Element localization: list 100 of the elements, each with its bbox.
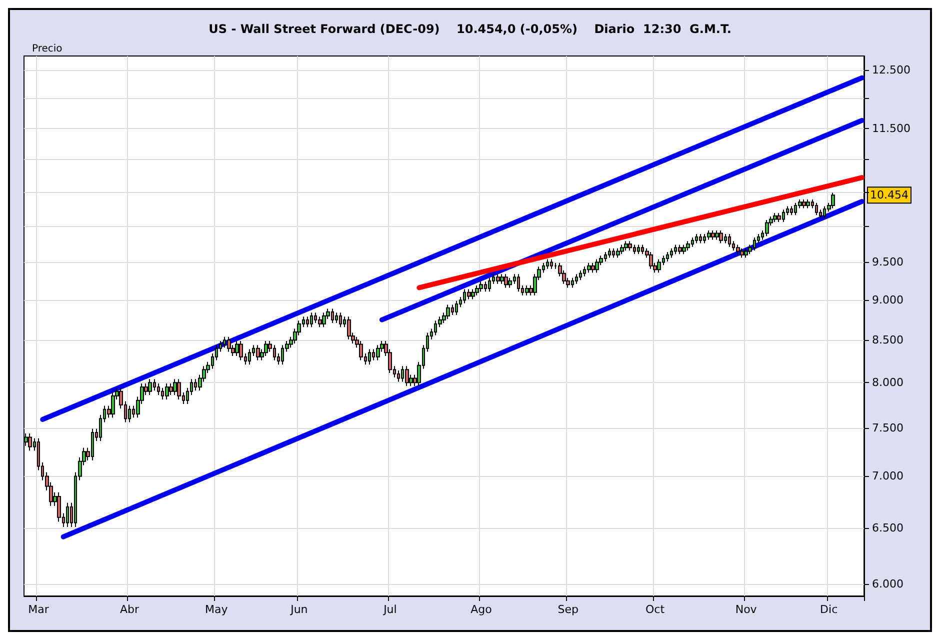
- chart-title: US - Wall Street Forward (DEC-09) 10.454,0 (-0,05%) Diario 12:30 G.M.T.: [208, 22, 732, 36]
- y-tick-label: 6.500: [872, 522, 904, 535]
- candlestick: [508, 277, 512, 288]
- candlestick: [728, 234, 731, 248]
- y-tick-label: 11.500: [872, 122, 910, 135]
- candlestick: [657, 258, 661, 274]
- candlestick: [347, 316, 351, 340]
- candlestick: [335, 312, 338, 324]
- candlestick: [719, 230, 723, 244]
- candlestick: [239, 340, 243, 361]
- candlestick: [649, 251, 653, 270]
- x-tick-label: May: [205, 603, 228, 616]
- candlestick: [479, 281, 483, 292]
- candlestick: [773, 212, 777, 223]
- candlestick: [405, 366, 409, 387]
- candlestick: [368, 348, 371, 365]
- y-tick-label: 6.000: [872, 578, 904, 591]
- candlestick: [575, 274, 578, 284]
- x-tick-label: Sep: [558, 603, 579, 616]
- candlestick: [169, 383, 173, 396]
- y-tick-label: 9.000: [872, 294, 904, 307]
- candlestick: [616, 248, 620, 258]
- candlestick: [111, 392, 115, 418]
- x-tick-label: Dic: [820, 603, 838, 616]
- candlestick: [148, 378, 152, 396]
- candlestick: [517, 274, 520, 292]
- candlestick: [806, 198, 810, 209]
- candlestick: [740, 248, 744, 258]
- candlestick: [248, 348, 251, 365]
- candlestick: [628, 240, 632, 251]
- candlestick: [306, 316, 309, 328]
- candlestick: [322, 312, 326, 328]
- candlestick: [802, 198, 806, 209]
- text: 10.454: [870, 188, 908, 202]
- candlestick: [736, 244, 740, 255]
- candlestick: [359, 340, 363, 361]
- candlestick: [620, 244, 624, 255]
- candlestick: [707, 230, 711, 240]
- y-tick-label: 12.500: [872, 63, 910, 76]
- x-tick-label: Jun: [290, 603, 308, 616]
- y-tick-label: 7.000: [872, 470, 904, 483]
- candlestick: [235, 340, 239, 356]
- y-tick-label: 8.000: [872, 376, 904, 390]
- candlestick: [500, 274, 504, 284]
- candlestick: [128, 405, 131, 423]
- candlestick: [397, 370, 400, 382]
- candlestick: [525, 284, 529, 296]
- candlestick: [666, 251, 669, 262]
- candlestick: [264, 340, 268, 356]
- x-tick-label: Abr: [120, 603, 140, 616]
- candlestick: [595, 258, 599, 274]
- candlestick: [579, 270, 582, 281]
- candlestick: [790, 206, 793, 216]
- candlestick: [831, 192, 835, 209]
- candlestick: [455, 300, 458, 316]
- candlestick: [488, 277, 491, 292]
- candlestick: [66, 502, 69, 528]
- candlestick: [256, 344, 260, 361]
- candlestick: [546, 258, 549, 270]
- candlestick: [637, 244, 640, 255]
- candlestick: [173, 378, 177, 396]
- candlestick: [744, 248, 748, 258]
- candlestick: [504, 274, 508, 288]
- candlestick: [695, 234, 698, 244]
- candlestick: [699, 234, 702, 244]
- x-tick-label: Nov: [735, 603, 758, 616]
- candlestick: [467, 288, 471, 300]
- x-tick-label: Mar: [28, 603, 50, 616]
- y-axis-title: Precio: [32, 44, 62, 54]
- candlestick: [310, 312, 313, 328]
- x-tick-label: Ago: [470, 603, 492, 616]
- candlestick: [475, 284, 479, 296]
- candlestick: [157, 383, 160, 396]
- candlestick: [711, 230, 715, 240]
- candlestick: [177, 378, 181, 400]
- candlestick: [227, 336, 231, 352]
- candlestick: [715, 230, 719, 240]
- candlestick: [446, 304, 450, 320]
- candlestick: [376, 344, 380, 361]
- candlestick: [682, 244, 686, 255]
- candlestick: [318, 316, 322, 328]
- x-tick-label: Oct: [646, 603, 666, 616]
- candlestick: [670, 248, 673, 258]
- candlestick: [339, 312, 342, 328]
- candlestick: [686, 240, 690, 251]
- x-tick-label: Jul: [382, 603, 397, 616]
- y-tick-label: 7.500: [872, 421, 904, 434]
- candlestick: [815, 202, 818, 216]
- candlestick: [165, 383, 169, 400]
- candlestick: [471, 288, 475, 300]
- candlestick: [777, 212, 781, 223]
- candlestick: [765, 219, 769, 237]
- candlestick: [624, 240, 628, 251]
- y-tick-label: 8.500: [872, 334, 904, 347]
- y-tick-label: 9.500: [872, 256, 904, 269]
- candlestick: [678, 244, 682, 255]
- candlestick: [550, 258, 553, 270]
- candlestick: [496, 274, 500, 284]
- candlestick: [608, 248, 611, 258]
- candlestick: [587, 262, 591, 274]
